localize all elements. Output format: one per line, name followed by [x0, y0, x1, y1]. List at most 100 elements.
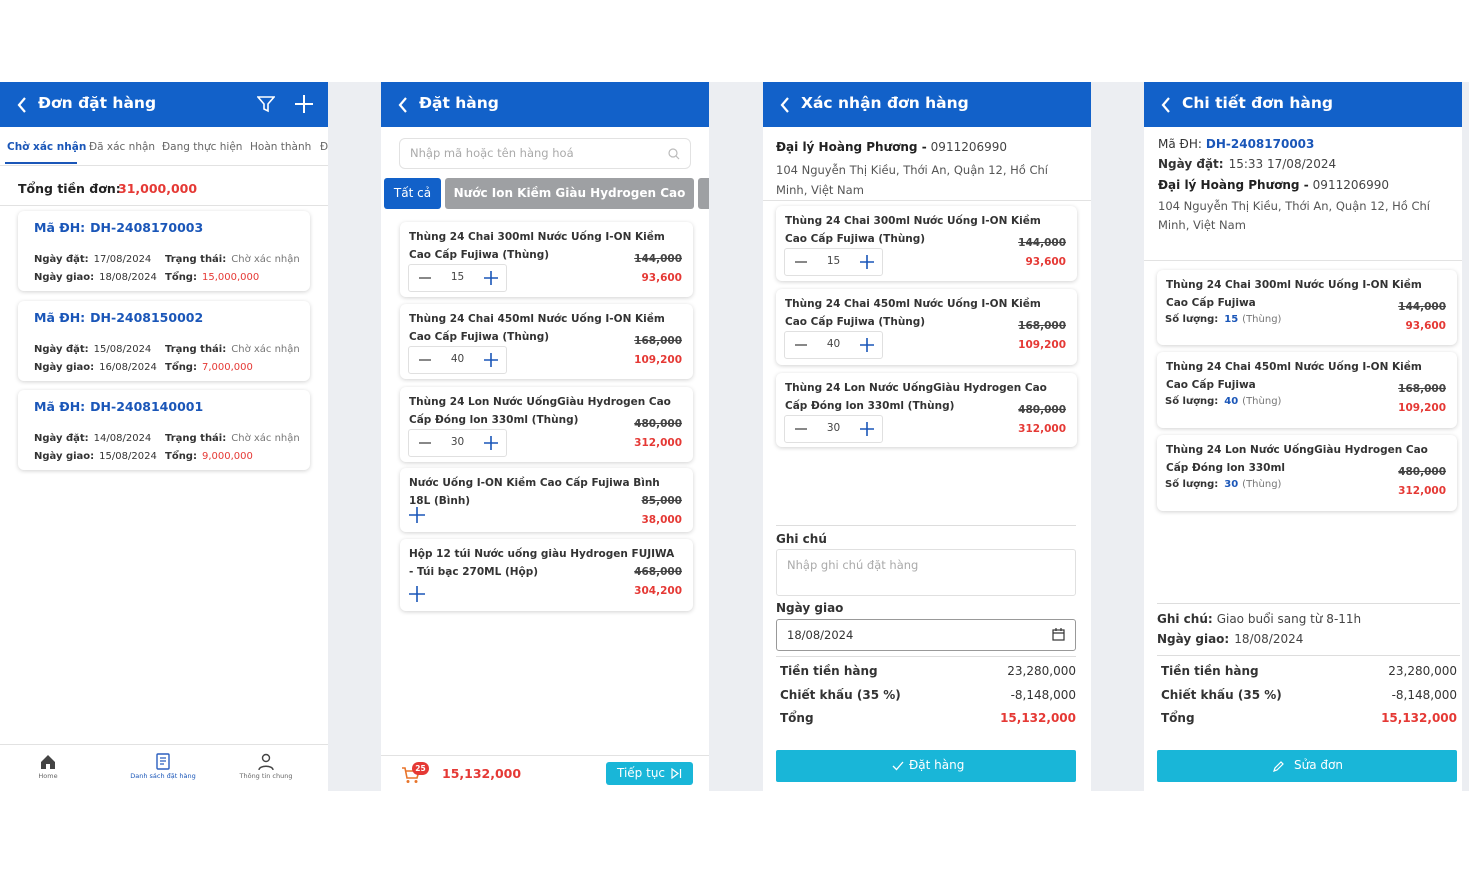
- summary-value: 23,280,000: [1007, 664, 1076, 678]
- increase-button[interactable]: [483, 270, 499, 286]
- tab[interactable]: Hoàn thành: [250, 141, 312, 153]
- order-code: Mã ĐH: DH-2408170003: [34, 220, 203, 235]
- header-title: Đơn đặt hàng: [38, 94, 157, 112]
- divider: [1157, 603, 1460, 604]
- add-order-button[interactable]: [294, 94, 314, 114]
- nav-label[interactable]: Home: [38, 772, 58, 780]
- calendar-icon: [1052, 628, 1065, 641]
- continue-button[interactable]: Tiếp tục: [606, 762, 693, 785]
- tab[interactable]: Chờ xác nhận: [7, 141, 87, 153]
- tab[interactable]: Đã xác nhận: [89, 141, 156, 153]
- info-label: Trạng thái:: [165, 433, 227, 444]
- info-value: 14/08/2024: [93, 433, 152, 444]
- header-bar: [381, 82, 709, 127]
- order-code: Mã ĐH: DH-2408150002: [34, 310, 203, 325]
- increase-button[interactable]: [859, 337, 875, 353]
- order-card[interactable]: Mã ĐH: DH-2408150002 Ngày đặt: 15/08/2024 Tr…: [18, 301, 310, 381]
- order-card[interactable]: Mã ĐH: DH-2408140001 Ngày đặt: 14/08/2024 Tr…: [18, 390, 310, 470]
- info-row: Trạng thái: Chờ xác nhận: [165, 254, 300, 265]
- cart-badge: 25: [412, 762, 429, 775]
- product-card: Thùng 24 Chai 450ml Nước Uống I-ON Kiềm …: [1157, 352, 1457, 428]
- summary-value: 15,132,000: [1381, 711, 1457, 725]
- back-button[interactable]: [397, 96, 409, 114]
- back-button[interactable]: [16, 96, 28, 114]
- summary-label: Tiền tiền hàng: [1161, 664, 1259, 678]
- summary-label: Tổng: [780, 711, 814, 725]
- price: 109,200: [1398, 402, 1446, 414]
- nav-icon[interactable]: [257, 753, 275, 771]
- old-price: 144,000: [1018, 237, 1066, 249]
- quantity-value: 30: [826, 422, 841, 434]
- product-card: Thùng 24 Chai 300ml Nước Uống I-ON Kiềm …: [776, 206, 1077, 281]
- agent-phone: 0911206990: [930, 140, 1008, 154]
- quantity-stepper: 15: [408, 264, 507, 292]
- order-code: Mã ĐH: DH-2408170003: [1158, 137, 1314, 151]
- increase-button[interactable]: [859, 421, 875, 437]
- nav-icon[interactable]: [154, 753, 172, 771]
- nav-label[interactable]: Danh sách đặt hàng: [130, 772, 196, 780]
- code-label: Mã ĐH:: [1158, 137, 1202, 151]
- product-name: Nước Uống I-ON Kiềm Cao Cấp Fujiwa Bình …: [409, 477, 660, 507]
- order-date: Ngày đặt: 15:33 17/08/2024: [1158, 157, 1336, 171]
- agent-name: Đại lý Hoàng Phương -: [776, 140, 927, 154]
- total-value: 31,000,000: [118, 181, 198, 196]
- info-label: Tổng:: [165, 362, 197, 373]
- quantity-stepper: 30: [784, 415, 883, 443]
- tab-indicator: [5, 162, 77, 164]
- header-title: Chi tiết đơn hàng: [1182, 94, 1333, 112]
- price: 38,000: [641, 514, 682, 526]
- decrease-button[interactable]: [417, 270, 433, 286]
- agent: Đại lý Hoàng Phương -0911206990: [1158, 178, 1389, 192]
- filter-chip[interactable]: Nước Ion Kiềm Giàu Hydrogen Cao Cấp: [445, 178, 694, 231]
- note-input[interactable]: Nhập ghi chú đặt hàng: [776, 549, 1076, 596]
- decrease-button[interactable]: [417, 352, 433, 368]
- quantity-stepper: 30: [408, 429, 507, 457]
- button-label: Tiếp tục: [617, 766, 666, 780]
- divider: [1144, 260, 1462, 261]
- info-label: Ngày đặt:: [34, 254, 89, 265]
- add-button[interactable]: [408, 585, 426, 603]
- search-box[interactable]: Nhập mã hoặc tên hàng hoá: [399, 138, 691, 169]
- decrease-button[interactable]: [793, 421, 809, 437]
- order-code: Mã ĐH: DH-2408140001: [34, 399, 203, 414]
- old-price: 468,000: [634, 566, 682, 578]
- address: 104 Nguyễn Thị Kiều, Thới An, Quận 12, H…: [1158, 199, 1430, 232]
- summary-value: 23,280,000: [1388, 664, 1457, 678]
- add-button[interactable]: [408, 506, 426, 524]
- check-icon: [892, 761, 904, 771]
- product-name: Thùng 24 Chai 450ml Nước Uống I-ON Kiềm …: [409, 313, 665, 343]
- unit: (Thùng): [1242, 479, 1282, 490]
- phone-screen: Xác nhận đơn hàng Đại lý Hoàng Phương -09…: [763, 82, 1091, 791]
- address: 104 Nguyễn Thị Kiều, Thới An, Quận 12, H…: [776, 163, 1048, 197]
- edit-order-button[interactable]: Sửa đơn: [1157, 750, 1457, 782]
- increase-button[interactable]: [483, 435, 499, 451]
- info-label: Ngày giao:: [34, 362, 95, 373]
- quantity-row: Số lượng: 40 (Thùng): [1165, 396, 1281, 407]
- decrease-button[interactable]: [793, 337, 809, 353]
- info-value: 15/08/2024: [99, 451, 157, 462]
- date-input[interactable]: 18/08/2024: [776, 619, 1076, 651]
- increase-button[interactable]: [483, 352, 499, 368]
- increase-button[interactable]: [859, 254, 875, 270]
- divider: [0, 205, 328, 206]
- order-card[interactable]: Mã ĐH: DH-2408170003 Ngày đặt: 17/08/2024 Tr…: [18, 211, 310, 291]
- filter-button[interactable]: [257, 95, 275, 113]
- place-order-button[interactable]: Đặt hàng: [776, 750, 1076, 782]
- product-name: Thùng 24 Chai 450ml Nước Uống I-ON Kiềm …: [1166, 361, 1422, 391]
- old-price: 480,000: [634, 418, 682, 430]
- nav-icon[interactable]: [39, 753, 57, 771]
- back-button[interactable]: [1160, 96, 1172, 114]
- decrease-button[interactable]: [417, 435, 433, 451]
- decrease-button[interactable]: [793, 254, 809, 270]
- summary-label: Chiết khấu (35 %): [1161, 688, 1282, 702]
- nav-label[interactable]: Thông tin chung: [239, 772, 293, 780]
- price: 109,200: [1018, 339, 1066, 351]
- info-row: Ngày giao: 15/08/2024: [34, 451, 157, 462]
- tab[interactable]: Đ: [320, 141, 328, 153]
- tab[interactable]: Đang thực hiện: [162, 141, 243, 153]
- filter-chip[interactable]: Tất cả: [384, 178, 441, 209]
- delivery-label: Ngày giao: [776, 601, 844, 615]
- back-button[interactable]: [779, 96, 791, 114]
- phone-screen: Đặt hàng Nhập mã hoặc tên hàng hoá Tất cả N…: [381, 82, 709, 791]
- filter-chip[interactable]: [698, 178, 709, 209]
